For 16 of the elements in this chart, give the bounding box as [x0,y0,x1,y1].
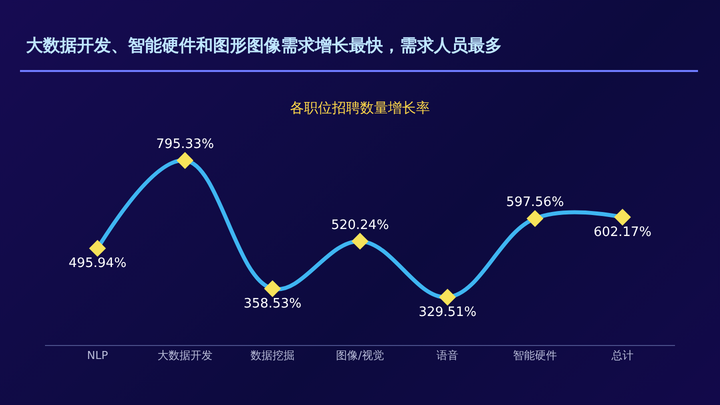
data-label: 597.56% [506,195,564,210]
data-label: 358.53% [244,296,302,312]
x-tick-label: 图像/视觉 [336,349,384,362]
x-tick-label: 总计 [610,349,634,362]
chart-subtitle: 各职位招聘数量增长率 [290,100,430,117]
data-label: 495.94% [68,256,126,272]
data-label: 602.17% [594,225,652,240]
x-tick-label: 数据挖掘 [250,349,294,362]
x-tick-label: 智能硬件 [513,349,557,362]
data-label: 520.24% [331,218,389,233]
x-tick-label: NLP [87,349,108,362]
data-label: 795.33% [156,137,214,152]
chart-title: 大数据开发、智能硬件和图形图像需求增长最快，需求人员最多 [26,35,502,57]
x-tick-label: 语音 [436,349,458,362]
data-label: 329.51% [418,305,476,320]
x-tick-label: 大数据开发 [158,349,212,362]
